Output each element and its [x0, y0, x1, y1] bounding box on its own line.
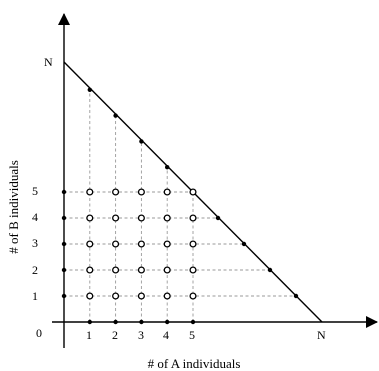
boundary-dot	[139, 139, 144, 144]
lattice-points	[61, 87, 299, 325]
interior-state-circle	[163, 266, 171, 274]
interior-state-circle	[137, 214, 145, 222]
y-tick-label: 2	[32, 263, 38, 277]
interior-state-circle	[189, 214, 197, 222]
interior-state-circle	[137, 188, 145, 196]
x-axis-dot	[190, 319, 196, 325]
interior-state-circle	[86, 292, 94, 300]
interior-state-circle	[163, 292, 171, 300]
interior-state-circle	[112, 266, 120, 274]
y-tick-label: 1	[32, 289, 38, 303]
y-axis-dot	[61, 189, 67, 195]
x-axis-dot	[139, 319, 144, 325]
x-axis-dot	[87, 319, 93, 325]
y-tick-labels: 1 2 3 4 5	[32, 184, 38, 303]
x-axis-dot	[113, 319, 118, 325]
interior-state-circle	[163, 240, 171, 248]
dashed-guide-lines	[64, 89, 296, 322]
interior-state-circle	[86, 188, 94, 196]
y-axis-title: # of B individuals	[6, 160, 21, 254]
boundary-dot	[293, 293, 299, 299]
boundary-dot	[267, 267, 273, 273]
x-tick-label: 1	[86, 328, 92, 342]
boundary-dot	[87, 87, 93, 93]
y-tick-label: 5	[32, 184, 38, 198]
interior-state-circle	[163, 214, 171, 222]
interior-state-circle	[189, 292, 197, 300]
x-tick-labels: 1 2 3 4 5	[86, 328, 195, 342]
y-tick-label: 3	[32, 236, 38, 250]
interior-state-circle	[189, 240, 197, 248]
boundary-dot	[113, 113, 118, 118]
interior-state-circle	[137, 292, 145, 300]
x-axis-end-label: N	[317, 328, 326, 342]
interior-state-circle	[189, 188, 197, 196]
x-axis-title: # of A individuals	[148, 356, 241, 371]
y-axis-dot	[61, 267, 67, 273]
boundary-dot	[241, 241, 247, 247]
interior-state-circle	[86, 214, 94, 222]
y-axis-dot	[61, 293, 67, 299]
boundary-dot	[215, 215, 221, 221]
x-tick-label: 4	[163, 328, 169, 342]
interior-state-circle	[86, 240, 94, 248]
origin-label: 0	[36, 326, 42, 340]
interior-state-circle	[137, 240, 145, 248]
interior-state-circle	[137, 266, 145, 274]
interior-state-circle	[112, 292, 120, 300]
interior-state-circle	[189, 266, 197, 274]
x-tick-label: 3	[138, 328, 144, 342]
x-tick-label: 5	[189, 328, 195, 342]
y-axis-dot	[61, 215, 67, 221]
boundary-dot	[165, 165, 170, 170]
interior-state-circle	[112, 240, 120, 248]
y-axis-end-label: N	[44, 55, 53, 69]
interior-state-circle	[163, 188, 171, 196]
interior-state-circle	[86, 266, 94, 274]
x-tick-label: 2	[112, 328, 118, 342]
y-tick-label: 4	[32, 210, 38, 224]
x-axis-dot	[165, 319, 170, 325]
interior-state-circle	[112, 188, 120, 196]
y-axis-dot	[61, 241, 67, 247]
interior-state-circle	[112, 214, 120, 222]
